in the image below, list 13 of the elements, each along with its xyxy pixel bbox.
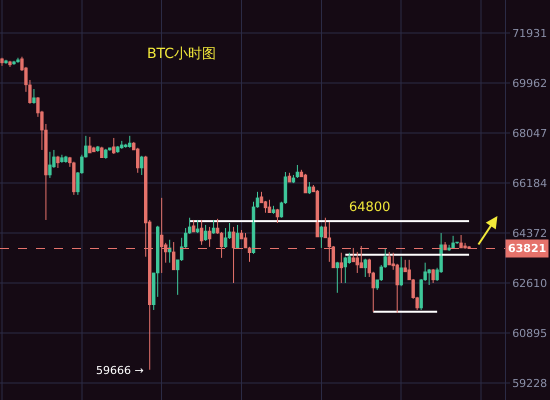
text: BTC小时图 xyxy=(146,46,216,62)
y-tick-label: 66184 xyxy=(512,176,548,190)
candlestick xyxy=(455,242,459,245)
annotation: 64800 xyxy=(349,200,390,215)
y-tick-label: 69962 xyxy=(512,76,548,90)
y-tick-label: 59228 xyxy=(512,376,548,390)
y-tick-label: 68047 xyxy=(512,126,548,140)
y-tick-label: 62610 xyxy=(512,276,548,290)
y-tick-label: 71931 xyxy=(512,26,548,40)
y-tick-label: 60895 xyxy=(512,326,548,340)
ref-line-label: 63821 xyxy=(508,242,546,255)
y-tick-label: 64372 xyxy=(512,226,548,240)
annotation: 59666 → xyxy=(96,364,144,377)
